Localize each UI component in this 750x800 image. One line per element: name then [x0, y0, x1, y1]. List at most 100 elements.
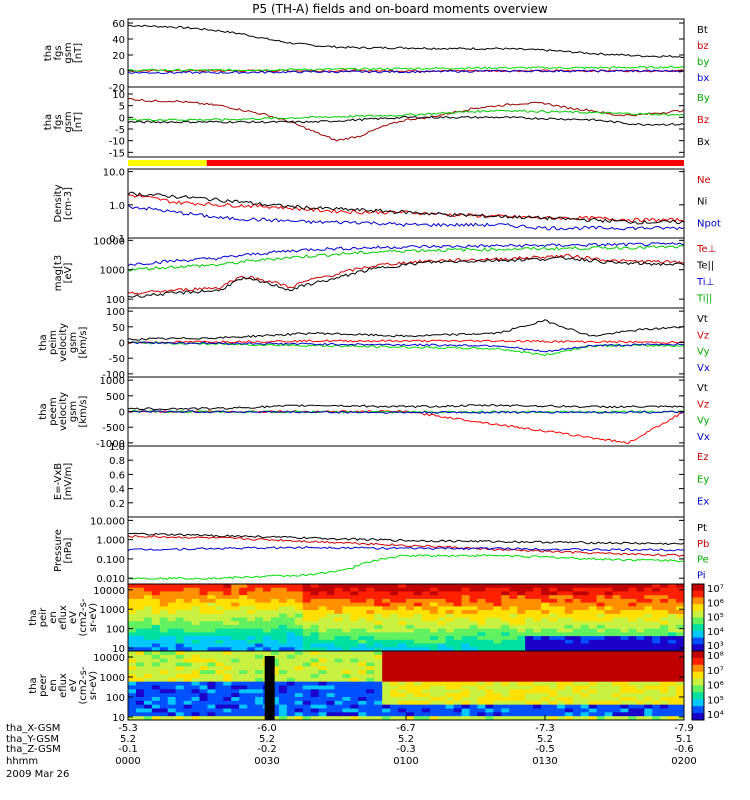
spectrogram-cell — [572, 628, 582, 633]
spectrogram-cell — [151, 651, 161, 656]
panel-frame — [127, 168, 685, 239]
spectrogram-cell — [517, 591, 526, 596]
colorbar-cell — [692, 644, 704, 648]
ephemeris-value: 5.2 — [259, 734, 275, 745]
y-axis-title: sr-eV) — [88, 603, 99, 632]
spectrogram-cell — [342, 693, 351, 698]
spectrogram-cell — [596, 643, 606, 648]
spectrogram-cell — [270, 704, 280, 709]
spectrogram-cell — [564, 700, 574, 706]
spectrogram-cell — [509, 716, 518, 721]
spectrogram-cell — [644, 584, 653, 589]
spectrogram-cell — [493, 662, 502, 667]
spectrogram-cell — [175, 662, 185, 667]
spectrogram-cell — [247, 584, 256, 589]
spectrogram-cell — [151, 681, 161, 686]
spectrogram-cell — [548, 598, 558, 604]
spectrogram-cell — [231, 613, 240, 618]
spectrogram-cell — [135, 700, 145, 706]
spectrogram-cell — [421, 674, 431, 679]
spectrogram-cell — [334, 708, 343, 713]
panel-frame — [127, 237, 685, 309]
spectrogram-cell — [453, 685, 463, 690]
spectrogram-cell — [350, 651, 359, 656]
spectrogram-cell — [477, 697, 486, 702]
spectrogram-cell — [596, 708, 606, 713]
spectrogram-cell — [151, 670, 161, 675]
spectrogram-cell — [676, 598, 685, 604]
spectrogram-cell — [183, 651, 193, 656]
spectrogram-cell — [143, 700, 153, 706]
spectrogram-cell — [223, 621, 232, 626]
colorbar-cell — [692, 701, 704, 705]
spectrogram-cell — [286, 700, 296, 706]
spectrogram-cell — [421, 584, 431, 589]
spectrogram-cell — [445, 598, 455, 604]
spectrogram-cell — [342, 587, 351, 592]
spectrogram-cell — [342, 666, 351, 671]
spectrogram-cell — [564, 621, 574, 626]
spectrogram-cell — [302, 617, 312, 622]
ephemeris-value: -7.3 — [535, 723, 555, 734]
spectrogram-cell — [509, 700, 518, 706]
spectrogram-cell — [247, 595, 256, 600]
spectrogram-cell — [151, 602, 161, 607]
spectrogram-cell — [628, 643, 637, 648]
spectrogram-cell — [668, 681, 677, 686]
spectrogram-cell — [215, 677, 224, 683]
spectrogram-cell — [350, 606, 359, 611]
spectrogram-cell — [525, 613, 534, 618]
spectrogram-cell — [636, 700, 645, 706]
spectrogram-cell — [199, 658, 208, 663]
spectrogram-cell — [175, 606, 185, 611]
spectrogram-cell — [413, 666, 423, 671]
spectrogram-cell — [636, 595, 645, 600]
spectrogram-cell — [302, 613, 312, 618]
spectrogram-cell — [469, 647, 478, 652]
spectrogram-cell — [223, 595, 232, 600]
spectrogram-cell — [469, 639, 478, 645]
spectrogram-cell — [270, 613, 280, 618]
spectrogram-cell — [676, 666, 685, 671]
spectrogram-cell — [604, 621, 614, 626]
spectrogram-cell — [445, 716, 455, 721]
spectrogram-cell — [548, 584, 558, 589]
spectrogram-cell — [191, 674, 200, 679]
colorbar-cell — [692, 628, 704, 632]
spectrogram-cell — [350, 591, 359, 596]
spectrogram-cell — [398, 613, 407, 618]
colorbar-cell — [692, 595, 704, 598]
spectrogram-cell — [652, 639, 661, 645]
spectrogram-cell — [501, 689, 510, 694]
x-tick-label: 0030 — [254, 756, 279, 767]
spectrogram-cell — [580, 662, 590, 667]
spectrogram-cell — [596, 689, 606, 694]
spectrogram-cell — [247, 658, 256, 663]
spectrogram-cell — [358, 708, 367, 713]
spectrogram-cell — [525, 700, 534, 706]
spectrogram-cell — [270, 598, 280, 604]
spectrogram-cell — [350, 697, 359, 702]
legend-Vy: Vy — [697, 416, 710, 427]
spectrogram-cell — [334, 681, 343, 686]
ephemeris-value: -0.6 — [674, 744, 694, 755]
spectrogram-cell — [676, 606, 685, 611]
spectrogram-cell — [477, 674, 486, 679]
spectrogram-cell — [255, 693, 264, 698]
spectrogram-cell — [199, 591, 208, 596]
y-axis-title: fgs — [53, 45, 64, 60]
spectrogram-cell — [382, 587, 391, 592]
spectrogram-cell — [477, 651, 486, 656]
spectrogram-cell — [302, 624, 312, 630]
spectrogram-cell — [437, 628, 447, 633]
spectrogram-cell — [413, 716, 423, 721]
spectrogram-cell — [350, 647, 359, 652]
spectrogram-cell — [580, 587, 590, 592]
spectrogram-cell — [453, 693, 463, 698]
spectrogram-cell — [620, 662, 629, 667]
colorbar-cell — [692, 651, 704, 654]
spectrogram-cell — [596, 716, 606, 721]
spectrogram-cell — [445, 681, 455, 686]
spectrogram-cell — [278, 591, 288, 596]
spectrogram-cell — [302, 636, 312, 641]
